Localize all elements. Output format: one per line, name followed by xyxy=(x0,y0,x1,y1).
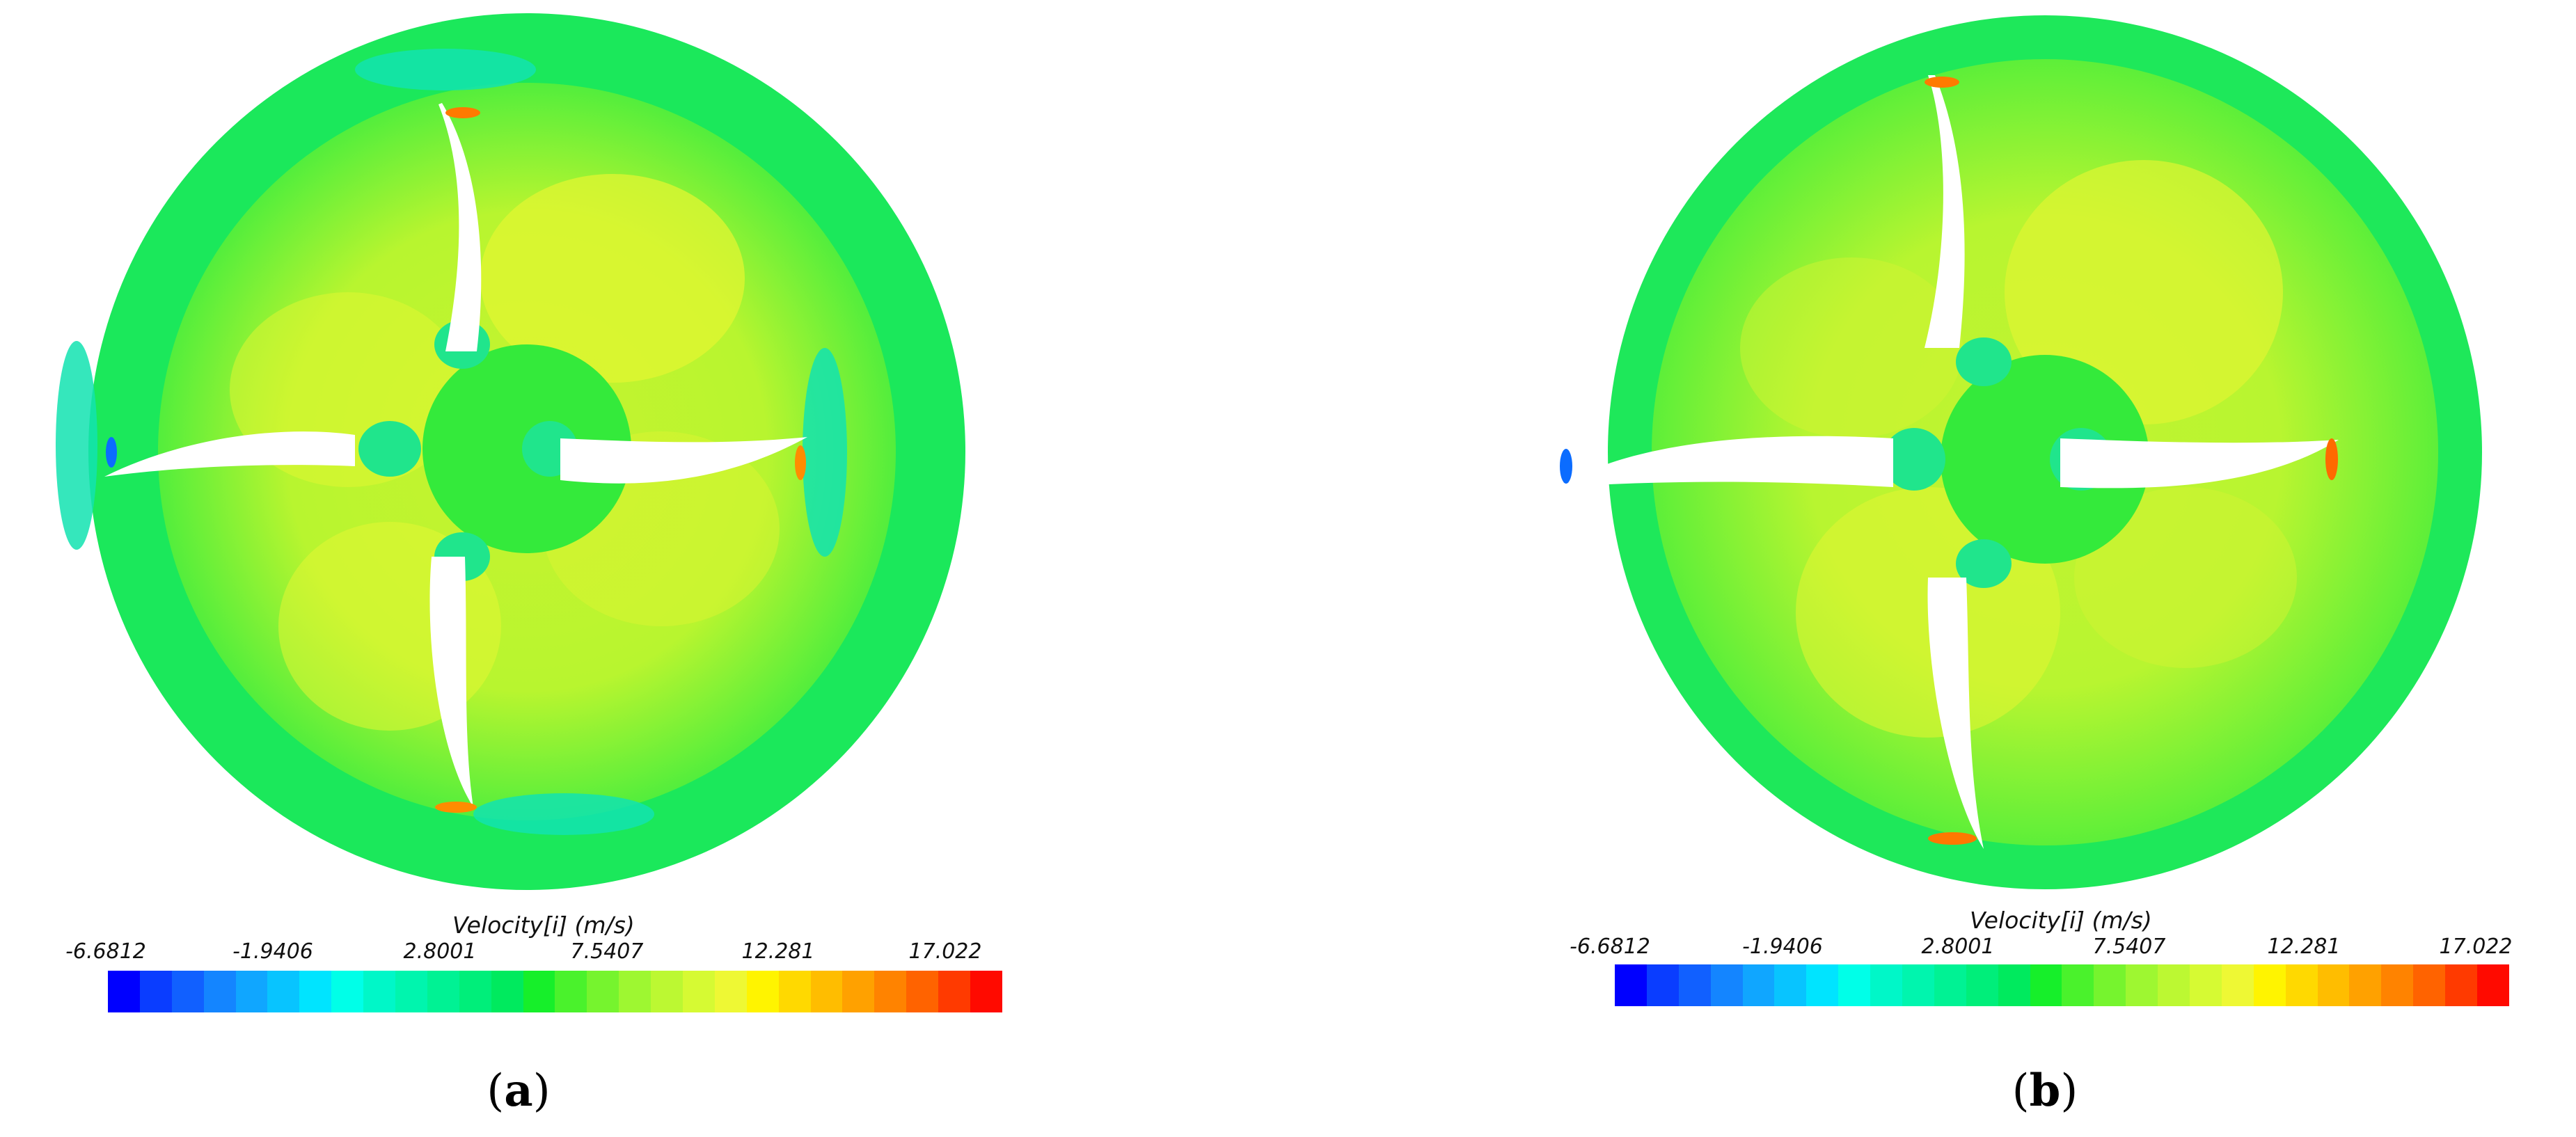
panel-a: Velocity[i] (m/s) -6.6812 -1.9406 2.8001… xyxy=(56,13,1002,1117)
colorbar-swatch xyxy=(1646,964,1679,1006)
blade-bottom-a xyxy=(429,557,473,807)
colorbar-swatch xyxy=(2126,964,2158,1006)
colorbar-swatch xyxy=(970,971,1002,1012)
colorbar-swatch xyxy=(299,971,332,1012)
colorbar-b xyxy=(1615,964,2509,1006)
colorbar-swatch xyxy=(1774,964,1807,1006)
colorbar-swatch xyxy=(1742,964,1775,1006)
legend-tick-b-1: -1.9406 xyxy=(1742,935,1823,959)
blade-left-b xyxy=(1558,436,1893,487)
colorbar-swatch xyxy=(1678,964,1711,1006)
colorbar-swatch xyxy=(587,971,619,1012)
blade-top-b xyxy=(1925,75,1965,348)
colorbar-swatch xyxy=(2190,964,2222,1006)
colorbar-swatch xyxy=(1870,964,1903,1006)
colorbar-a xyxy=(108,971,1002,1012)
colorbar-swatch xyxy=(651,971,683,1012)
colorbar-swatch xyxy=(2285,964,2318,1006)
colorbar-swatch xyxy=(2221,964,2254,1006)
blade-top-a xyxy=(438,103,482,351)
colorbar-swatch xyxy=(1902,964,1934,1006)
legend-title-a: Velocity[i] (m/s) xyxy=(452,912,635,939)
blade-bottom-b xyxy=(1927,578,1984,849)
colorbar-swatch xyxy=(108,971,140,1012)
colorbar-swatch xyxy=(203,971,236,1012)
legend-tick-a-1: -1.9406 xyxy=(232,939,313,964)
legend-tick-a-5: 17.022 xyxy=(908,939,982,964)
panel-b: Velocity[i] (m/s) -6.6812 -1.9406 2.8001… xyxy=(1288,0,2576,1137)
caption-b: (b) xyxy=(2012,1065,2078,1117)
colorbar-swatch xyxy=(2381,964,2414,1006)
low-zone-a xyxy=(56,341,97,550)
hub-b xyxy=(1941,355,2149,564)
colorbar-swatch xyxy=(714,971,747,1012)
legend-tick-b-3: 7.5407 xyxy=(2092,935,2166,959)
legend-tick-a-4: 12.281 xyxy=(741,939,815,964)
colorbar-swatch xyxy=(139,971,172,1012)
legend-tick-a-2: 2.8001 xyxy=(403,939,477,964)
colorbar-swatch xyxy=(938,971,971,1012)
blade-right-b xyxy=(2060,438,2339,488)
colorbar-swatch xyxy=(523,971,555,1012)
colorbar-swatch xyxy=(842,971,875,1012)
legend-tick-a-3: 7.5407 xyxy=(570,939,644,964)
legend-tick-b-0: -6.6812 xyxy=(1570,935,1650,959)
colorbar-swatch xyxy=(2158,964,2190,1006)
blade-left-a xyxy=(104,431,355,477)
legend-title-b: Velocity[i] (m/s) xyxy=(1970,907,2152,934)
velocity-contour-plot-b xyxy=(1558,15,2482,889)
colorbar-swatch xyxy=(235,971,268,1012)
colorbar-swatch xyxy=(555,971,587,1012)
colorbar-swatch xyxy=(1966,964,1998,1006)
colorbar-swatch xyxy=(2253,964,2286,1006)
colorbar-swatch xyxy=(1615,964,1647,1006)
legend-tick-b-4: 12.281 xyxy=(2267,935,2341,959)
colorbar-swatch xyxy=(2317,964,2350,1006)
colorbar-swatch xyxy=(363,971,396,1012)
velocity-contour-plot-a xyxy=(56,13,965,890)
colorbar-swatch xyxy=(459,971,491,1012)
colorbar-swatch xyxy=(619,971,651,1012)
colorbar-swatch xyxy=(267,971,300,1012)
legend-tick-a-0: -6.6812 xyxy=(65,939,146,964)
colorbar-swatch xyxy=(810,971,843,1012)
colorbar-swatch xyxy=(2445,964,2478,1006)
colorbar-swatch xyxy=(395,971,427,1012)
colorbar-swatch xyxy=(331,971,364,1012)
colorbar-swatch xyxy=(2094,964,2126,1006)
colorbar-swatch xyxy=(171,971,204,1012)
colorbar-swatch xyxy=(906,971,939,1012)
blade-right-a xyxy=(560,437,807,484)
colorbar-swatch xyxy=(683,971,715,1012)
colorbar-swatch xyxy=(1934,964,1966,1006)
colorbar-swatch xyxy=(2030,964,2062,1006)
colorbar-swatch xyxy=(1998,964,2030,1006)
colorbar-swatch xyxy=(746,971,779,1012)
colorbar-swatch xyxy=(2413,964,2446,1006)
colorbar-swatch xyxy=(874,971,907,1012)
caption-a: (a) xyxy=(487,1065,551,1117)
legend-tick-b-2: 2.8001 xyxy=(1921,935,1995,959)
colorbar-swatch xyxy=(2062,964,2094,1006)
legend-tick-b-5: 17.022 xyxy=(2439,935,2513,959)
colorbar-swatch xyxy=(1838,964,1871,1006)
colorbar-swatch xyxy=(2477,964,2509,1006)
colorbar-swatch xyxy=(491,971,523,1012)
colorbar-swatch xyxy=(2349,964,2382,1006)
colorbar-swatch xyxy=(778,971,811,1012)
colorbar-swatch xyxy=(1806,964,1839,1006)
colorbar-swatch xyxy=(1710,964,1743,1006)
colorbar-swatch xyxy=(427,971,459,1012)
